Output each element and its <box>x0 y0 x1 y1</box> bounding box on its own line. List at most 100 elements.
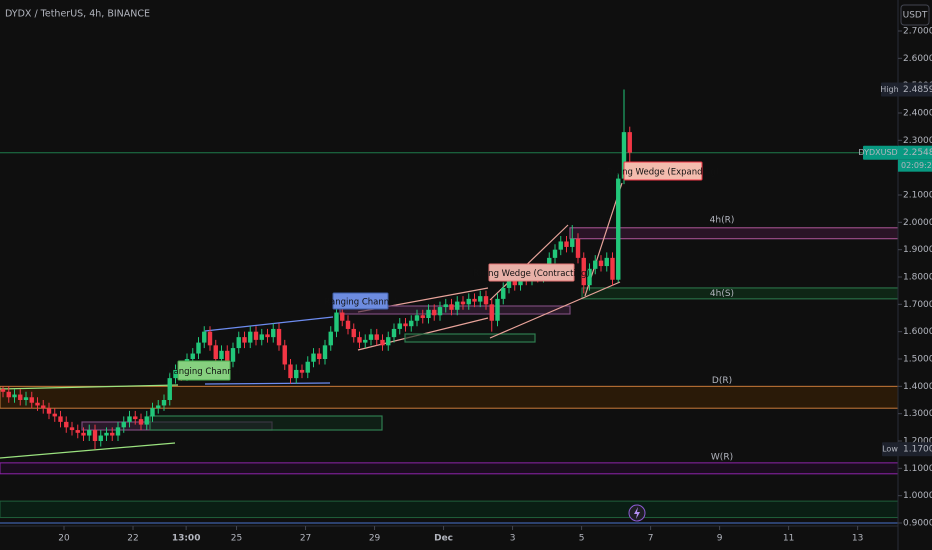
y-tick-label: 2.7000 <box>903 27 932 37</box>
candle-body <box>271 328 276 338</box>
pattern-box <box>177 360 231 381</box>
candle-body <box>426 309 431 318</box>
candle-body <box>328 331 333 346</box>
zone-box <box>404 333 536 343</box>
candle-body <box>345 320 351 329</box>
x-tick-label: 20 <box>58 534 70 544</box>
y-tick-label: 2.6000 <box>903 54 932 64</box>
trendline <box>204 316 334 332</box>
zone-box <box>339 305 571 315</box>
candle-body <box>127 416 132 422</box>
candle-body <box>219 350 224 359</box>
candle-body <box>472 298 477 302</box>
candle-body <box>478 296 483 302</box>
level-zone <box>0 500 899 519</box>
candle-body <box>46 408 52 414</box>
x-tick-label: 5 <box>579 534 585 544</box>
candle-body <box>29 397 34 403</box>
last-tag <box>863 145 898 160</box>
candle-body <box>230 348 236 362</box>
candle-body <box>466 298 471 305</box>
candle-body <box>495 298 500 321</box>
candle-body <box>58 416 63 422</box>
candle-body <box>564 241 569 247</box>
candle-body <box>449 304 454 310</box>
y-tick-label: 2.0000 <box>903 218 932 228</box>
candle-body <box>98 435 103 441</box>
y-tick-label: 1.9000 <box>903 245 932 255</box>
candle-body <box>248 331 253 343</box>
high-price: 2.4859 <box>903 85 932 95</box>
x-tick-label: 25 <box>231 534 242 544</box>
candle-body <box>41 405 46 409</box>
candle-body <box>506 279 512 288</box>
candle-body <box>18 394 23 400</box>
candle-body <box>81 432 86 436</box>
candle-body <box>334 312 339 332</box>
candle-body <box>35 402 40 406</box>
x-tick-label: 9 <box>717 534 723 544</box>
low-tag-label: Low <box>882 445 898 454</box>
candle-body <box>299 369 305 373</box>
trendline <box>204 382 331 385</box>
candle-body <box>115 427 121 436</box>
candle-body <box>213 345 218 359</box>
trendline <box>0 442 176 459</box>
currency[interactable]: USDT <box>903 11 928 21</box>
level-label: D(R) <box>712 376 732 386</box>
candle-body <box>156 405 161 409</box>
last-tag-label: DYDXUSDT <box>858 148 902 157</box>
candle-body <box>374 334 379 340</box>
x-tick-label: 13 <box>852 534 863 544</box>
x-tick-label: 29 <box>369 534 381 544</box>
candle-body <box>483 296 489 305</box>
pattern-label: Ranging Channel <box>168 367 240 377</box>
candle-body <box>340 312 345 321</box>
event-icon-bolt <box>634 507 640 519</box>
currency-box[interactable] <box>900 4 930 26</box>
candle-body <box>23 397 29 400</box>
candle-body <box>443 304 448 308</box>
candle-body <box>621 132 627 179</box>
candle-body <box>0 389 6 392</box>
level-label: 4h(R) <box>710 215 735 225</box>
trendline <box>0 384 179 390</box>
level-zone <box>0 462 899 475</box>
x-tick-label: Dec <box>434 534 453 544</box>
candle-body <box>351 328 356 338</box>
candle-body <box>288 364 293 379</box>
y-tick-label: 1.6000 <box>903 327 932 337</box>
candle-body <box>432 309 437 316</box>
candle-body <box>144 416 149 425</box>
candle-body <box>391 328 397 338</box>
candle-body <box>6 391 11 398</box>
candle-body <box>357 337 362 343</box>
candle-body <box>368 334 374 340</box>
candle-body <box>265 334 270 338</box>
candle-body <box>322 345 328 359</box>
candle-body <box>420 315 425 318</box>
low-price-box <box>898 442 932 457</box>
candle-body <box>317 353 322 359</box>
x-tick-label: 7 <box>648 534 654 544</box>
y-tick-label: 0.9000 <box>903 519 932 529</box>
candle-body <box>12 394 17 398</box>
candle-body <box>403 323 408 327</box>
candle-body <box>190 353 195 359</box>
candle-body <box>616 178 621 280</box>
candle-body <box>282 345 287 365</box>
y-tick-label: 1.8000 <box>903 273 932 283</box>
zone-box <box>149 415 383 431</box>
trendline <box>489 281 621 339</box>
candle-body <box>75 430 80 433</box>
candle-body <box>196 342 201 354</box>
pattern-label: Ranging Channel <box>324 298 396 308</box>
level-zone <box>0 385 899 409</box>
candle-body <box>294 369 299 379</box>
last-price: 2.2548 <box>903 148 932 158</box>
candle-body <box>581 257 586 286</box>
y-tick-label: 1.4000 <box>903 382 932 392</box>
candle-body <box>380 339 385 346</box>
candle-body <box>627 132 632 153</box>
x-tick-label: 11 <box>783 534 794 544</box>
